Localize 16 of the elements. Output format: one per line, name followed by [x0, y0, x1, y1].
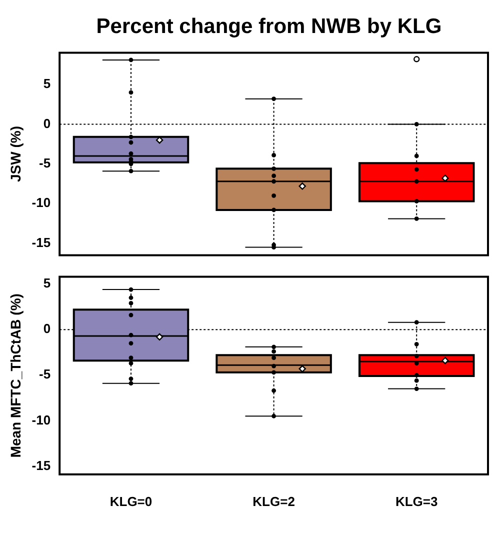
y-tick-label: 0: [43, 321, 51, 336]
y-tick-label: 0: [43, 116, 51, 131]
y-axis-title: JSW (%): [7, 126, 24, 182]
y-axis-title: Mean MFTC_ThCtAB (%): [7, 294, 24, 458]
x-tick-label: KLG=0: [110, 494, 152, 509]
chart-title: Percent change from NWB by KLG: [95, 14, 443, 40]
y-tick-label: -5: [39, 156, 51, 170]
x-tick-label: KLG=3: [395, 494, 438, 509]
y-tick-label: 5: [43, 76, 51, 92]
y-tick-label: -10: [32, 412, 51, 428]
y-tick-label: -15: [32, 458, 51, 473]
y-tick-label: -10: [32, 195, 51, 210]
x-tick-label: KLG=2: [252, 494, 295, 509]
y-tick-label: -15: [32, 234, 51, 250]
y-tick-label: -5: [39, 366, 51, 382]
y-tick-label: 5: [43, 276, 51, 291]
